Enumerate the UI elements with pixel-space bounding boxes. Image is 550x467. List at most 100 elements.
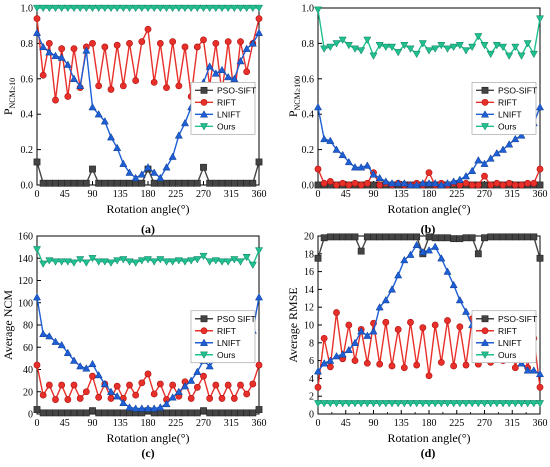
panel-d-series-lnift-point — [437, 254, 446, 262]
panel-c-series-lnift-point — [69, 356, 79, 364]
panel-c-series-ours-point — [180, 258, 190, 266]
panel-b-ytick-label: 0.6 — [302, 74, 315, 85]
panel-a-series-ours-point — [69, 4, 79, 13]
panel-b-series-ours-point — [418, 40, 427, 48]
panel-a-series-pso-sift-point — [45, 179, 53, 187]
panel-c-xtick-label: 315 — [224, 418, 239, 429]
panel-b-series-rift-point — [518, 181, 525, 189]
panel-a-series-pso-sift-point — [113, 179, 121, 187]
panel-c-series-pso-sift — [33, 406, 263, 417]
panel-c-xtick-label: 270 — [196, 418, 211, 429]
panel-d-ylabel: Average RMSE — [286, 287, 300, 362]
panel-a-series-pso-sift-point — [218, 179, 226, 187]
panel-c-series-ours-point — [230, 256, 239, 264]
panel-a-series-ours-point — [248, 4, 257, 13]
panel-c-series-ours-point — [106, 259, 116, 267]
panel-d-series-lnift-point — [449, 280, 458, 289]
panel-b-series-ours-point — [424, 47, 434, 55]
panel-d-series-pso-sift-point — [320, 234, 328, 242]
panel-b-ytick-label: 0.8 — [302, 39, 315, 50]
panel-d-series-pso-sift-point — [511, 233, 519, 241]
panel-d-series-pso-sift-point — [357, 247, 365, 255]
panel-b-series-ours-point — [387, 43, 397, 52]
panel-a-legend-item-marker — [199, 110, 209, 118]
panel-a-series-rift-point — [126, 40, 133, 47]
panel-a-series-lnift-point — [230, 74, 239, 82]
panel-d-series-pso-sift-point — [462, 234, 470, 242]
panel-b-series-ours-point — [369, 52, 378, 60]
panel-b-legend-item-marker — [481, 86, 489, 94]
panel-a-series-rift-point — [58, 45, 66, 53]
panel-b-series-rift-point — [326, 178, 334, 185]
panel-d-series-rift-point — [333, 309, 340, 316]
panel-c-ytick-label: 100 — [18, 298, 33, 309]
panel-b-xtick-label: 270 — [477, 189, 492, 200]
panel-a-series-rift-point — [255, 15, 263, 23]
panel-a-xtick-label: 45 — [60, 189, 70, 200]
panel-b-series-ours-point — [326, 43, 335, 52]
panel-d-series-ours-point — [375, 400, 384, 408]
panel-d-series-rift-point — [511, 364, 519, 372]
panel-c-ytick-label: 160 — [18, 232, 33, 243]
panel-c-series-pso-sift-point — [76, 409, 84, 417]
panel-c-series-ours-point — [131, 259, 140, 267]
panel-b-legend-item-label: RIFT — [498, 97, 517, 107]
panel-b-series-ours-point — [443, 45, 452, 53]
panel-b-series-lnift-point — [455, 175, 464, 183]
panel-a-series-rift-point — [193, 43, 201, 51]
panel-b-legend-item-label: PSO-SIFT — [498, 85, 537, 95]
panel-a-series-rift-point — [138, 38, 146, 46]
panel-a-series-lnift-point — [82, 46, 91, 54]
panel-b-series-ours-point — [357, 47, 366, 55]
panel-c-series-rift-point — [64, 396, 72, 403]
panel-c-ytick-label: 80 — [23, 321, 33, 332]
panel-a-series-lnift-point — [211, 69, 220, 77]
panel-c-xtick-label: 360 — [252, 418, 267, 429]
panel-d-series-rift-point — [407, 318, 414, 326]
panel-d-series-ours-point — [394, 400, 403, 408]
panel-a-series-ours — [32, 4, 264, 13]
panel-a-series-pso-sift-point — [107, 179, 115, 187]
panel-a-series-lnift-point — [236, 56, 245, 65]
panel-a-series-lnift-point — [174, 131, 183, 139]
panel-c-series-pso-sift-point — [126, 409, 133, 417]
panel-d-series-ours-point — [320, 400, 329, 408]
panel-c-series-lnift-point — [162, 399, 171, 408]
panel-c-series-pso-sift-point — [89, 407, 96, 415]
panel-d-series-lnift-point — [375, 303, 384, 311]
panel-a-series-lnift-point — [113, 143, 122, 151]
panel-c-series-pso-sift-point — [70, 409, 78, 417]
panel-c-xtick-label: 225 — [168, 418, 183, 429]
panel-d-xtick-label: 45 — [341, 418, 351, 429]
panel-c-series-ours — [32, 246, 264, 270]
panel-c-series-pso-sift-point — [218, 409, 226, 417]
panel-b-series-lnift-point — [535, 103, 545, 111]
panel-c-series-ours-point — [224, 258, 233, 266]
panel-a-xtick-label: 360 — [252, 189, 267, 200]
panel-a-series-pso-sift-point — [163, 179, 170, 187]
panel-a-series-pso-sift-point — [82, 179, 90, 187]
panel-c-series-ours-point — [57, 258, 66, 266]
panel-d-series-rift-point — [419, 324, 427, 332]
panel-d-xtick-label: 270 — [477, 418, 492, 429]
panel-c-legend-item-marker — [199, 338, 209, 346]
panel-d-series-ours-point — [498, 400, 508, 408]
panel-a-series-lnift-point — [32, 28, 42, 36]
panel-c-series-lnift-point — [51, 337, 60, 345]
panel-b-series-ours-point — [535, 15, 545, 23]
panel-d-series-ours-point — [406, 400, 415, 408]
panel-c-series-lnift-point — [39, 329, 48, 338]
panel-b-series-ours-point — [449, 43, 458, 52]
panel-a-ylabel: PNCM≥10 — [1, 78, 17, 115]
panel-c-series-lnift-point — [137, 404, 146, 412]
panel-c-series-ours-point — [187, 257, 196, 265]
panel-d-series-pso-sift-point — [468, 234, 476, 242]
panel-c-series-lnift-point — [168, 393, 177, 401]
panel-d-caption: (d) — [421, 446, 436, 460]
panel-a-series-ours-point — [137, 4, 146, 13]
panel-b-series-rift-point — [351, 179, 359, 187]
panel-a-series-lnift-point — [76, 81, 85, 90]
panel-b-series-lnift-point — [424, 179, 434, 187]
panel-a-series-ours-point — [39, 4, 48, 13]
